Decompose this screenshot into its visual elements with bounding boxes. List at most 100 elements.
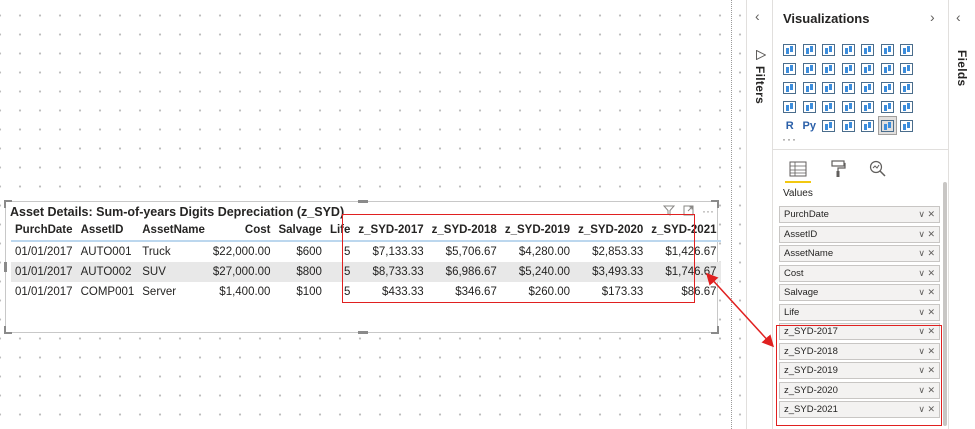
- visual-type-icon[interactable]: [819, 78, 839, 97]
- resize-handle-bottom[interactable]: [358, 331, 368, 334]
- dropdown-remove-icons[interactable]: ∨ ✕: [918, 228, 935, 239]
- column-header[interactable]: PurchDate: [11, 221, 77, 242]
- resize-handle-left[interactable]: [4, 262, 7, 272]
- visual-type-icon[interactable]: [780, 59, 800, 78]
- column-header[interactable]: Life: [325, 221, 355, 242]
- dropdown-remove-icons[interactable]: ∨ ✕: [918, 248, 935, 258]
- focus-mode-icon[interactable]: [683, 205, 694, 216]
- table-visual[interactable]: Asset Details: Sum-of-years Digits Depre…: [4, 200, 721, 334]
- table-cell: $6,986.67: [427, 262, 501, 282]
- visual-type-icon[interactable]: [877, 116, 897, 135]
- visual-type-icon[interactable]: [878, 59, 898, 78]
- column-header[interactable]: Cost: [208, 221, 275, 242]
- visual-type-icon[interactable]: [878, 40, 898, 59]
- dropdown-remove-icons[interactable]: ∨ ✕: [918, 287, 935, 297]
- dropdown-remove-icons[interactable]: ∨ ✕: [918, 306, 935, 317]
- column-header[interactable]: z_SYD-2017: [354, 221, 428, 242]
- dropdown-remove-icons[interactable]: ∨ ✕: [918, 404, 935, 414]
- visual-type-icon[interactable]: [858, 78, 878, 97]
- visual-type-icon[interactable]: R: [780, 116, 800, 135]
- visual-type-icon[interactable]: [878, 97, 898, 116]
- field-well-item[interactable]: z_SYD-2021 ∨ ✕: [779, 401, 940, 418]
- visual-type-icon[interactable]: [800, 97, 820, 116]
- chevron-left-icon[interactable]: ‹: [956, 9, 961, 25]
- filters-pane[interactable]: ‹ Filters: [746, 0, 773, 429]
- visual-type-icon[interactable]: [897, 59, 917, 78]
- column-header[interactable]: z_SYD-2018: [427, 221, 501, 242]
- column-header[interactable]: Salvage: [274, 221, 326, 242]
- field-well-item[interactable]: z_SYD-2018 ∨ ✕: [779, 342, 940, 360]
- visual-type-icon[interactable]: [800, 78, 820, 97]
- resize-handle-top-right[interactable]: [711, 200, 719, 208]
- chevron-right-icon[interactable]: ›: [930, 9, 935, 25]
- dropdown-remove-icons[interactable]: ∨ ✕: [918, 345, 935, 356]
- table-cell: 01/01/2017: [11, 262, 77, 282]
- filters-label[interactable]: Filters: [753, 66, 767, 105]
- format-paint-roller-icon[interactable]: [825, 157, 851, 181]
- dropdown-remove-icons[interactable]: ∨ ✕: [918, 267, 935, 278]
- visual-type-icon[interactable]: [839, 40, 859, 59]
- visual-type-icon[interactable]: Py: [800, 116, 820, 135]
- visual-type-icon[interactable]: [800, 59, 820, 78]
- visual-type-icon[interactable]: [780, 40, 800, 59]
- visual-type-icon[interactable]: [858, 59, 878, 78]
- pane-scrollbar[interactable]: [943, 182, 947, 426]
- visual-type-icon[interactable]: [897, 97, 917, 116]
- field-well-item[interactable]: AssetName ∨ ✕: [779, 245, 940, 262]
- resize-handle-top[interactable]: [358, 200, 368, 203]
- r-visual-icon: R: [785, 119, 794, 132]
- visual-type-icon[interactable]: [897, 40, 917, 59]
- column-header[interactable]: z_SYD-2020: [574, 221, 648, 242]
- visual-type-icon[interactable]: [819, 116, 839, 135]
- visual-type-icon[interactable]: [800, 40, 820, 59]
- table-row[interactable]: 01/01/2017 AUTO002 SUV $27,000.00 $800 5 $8,73…: [11, 262, 721, 282]
- analytics-magnifier-icon[interactable]: [865, 157, 891, 181]
- resize-handle-bottom-left[interactable]: [4, 326, 12, 334]
- resize-handle-top-left[interactable]: [4, 200, 12, 208]
- visual-type-icon[interactable]: [819, 59, 839, 78]
- field-well-item[interactable]: Life ∨ ✕: [779, 303, 940, 321]
- visual-type-icon[interactable]: [839, 59, 859, 78]
- visual-type-icon[interactable]: [819, 97, 839, 116]
- field-well-item[interactable]: z_SYD-2020 ∨ ✕: [779, 381, 940, 399]
- column-header[interactable]: z_SYD-2021: [647, 221, 721, 242]
- visual-type-icon[interactable]: [839, 78, 859, 97]
- dropdown-remove-icons[interactable]: ∨ ✕: [918, 209, 935, 219]
- column-header[interactable]: AssetName: [138, 221, 209, 242]
- fields-pane[interactable]: ‹ Fields: [948, 0, 975, 429]
- chevron-left-icon[interactable]: ‹: [755, 8, 760, 24]
- field-well-item[interactable]: PurchDate ∨ ✕: [779, 206, 940, 223]
- field-well-item[interactable]: z_SYD-2019 ∨ ✕: [779, 362, 940, 379]
- table-row[interactable]: 01/01/2017 COMP001 Server $1,400.00 $100 5 $43…: [11, 282, 721, 302]
- visual-type-icon[interactable]: [819, 40, 839, 59]
- field-well-item[interactable]: Salvage ∨ ✕: [779, 284, 940, 301]
- field-well-item[interactable]: Cost ∨ ✕: [779, 264, 940, 282]
- dropdown-remove-icons[interactable]: ∨ ✕: [918, 326, 935, 336]
- field-well-item[interactable]: AssetID ∨ ✕: [779, 225, 940, 243]
- visual-type-icon[interactable]: [839, 97, 859, 116]
- visual-type-icon[interactable]: [878, 78, 898, 97]
- fields-tab-icon[interactable]: [785, 157, 811, 183]
- more-visuals-icon[interactable]: ···: [782, 132, 797, 146]
- fields-label[interactable]: Fields: [955, 50, 969, 87]
- visual-type-icon[interactable]: [858, 116, 878, 135]
- visual-type-icon[interactable]: [897, 116, 917, 135]
- field-well-item[interactable]: z_SYD-2017 ∨ ✕: [779, 323, 940, 340]
- column-header[interactable]: z_SYD-2019: [500, 221, 575, 242]
- dropdown-remove-icons[interactable]: ∨ ✕: [918, 365, 935, 375]
- visual-type-icon[interactable]: [839, 116, 859, 135]
- field-well-label: Salvage: [784, 287, 819, 298]
- dropdown-remove-icons[interactable]: ∨ ✕: [918, 384, 935, 395]
- visual-type-icon[interactable]: [858, 97, 878, 116]
- visual-type-icon[interactable]: [897, 78, 917, 97]
- resize-handle-bottom-right[interactable]: [711, 326, 719, 334]
- more-options-icon[interactable]: ···: [702, 203, 714, 218]
- visual-type-icon[interactable]: [780, 78, 800, 97]
- table-cell: $1,426.67: [665, 246, 717, 258]
- column-header[interactable]: AssetID: [76, 221, 139, 242]
- table-row[interactable]: 01/01/2017 AUTO001 Truck $22,000.00 $600 5 $7,…: [11, 241, 721, 262]
- filter-icon[interactable]: [663, 205, 675, 216]
- chart-type-icon: [900, 100, 914, 113]
- visual-type-icon[interactable]: [780, 97, 800, 116]
- visual-type-icon[interactable]: [858, 40, 878, 59]
